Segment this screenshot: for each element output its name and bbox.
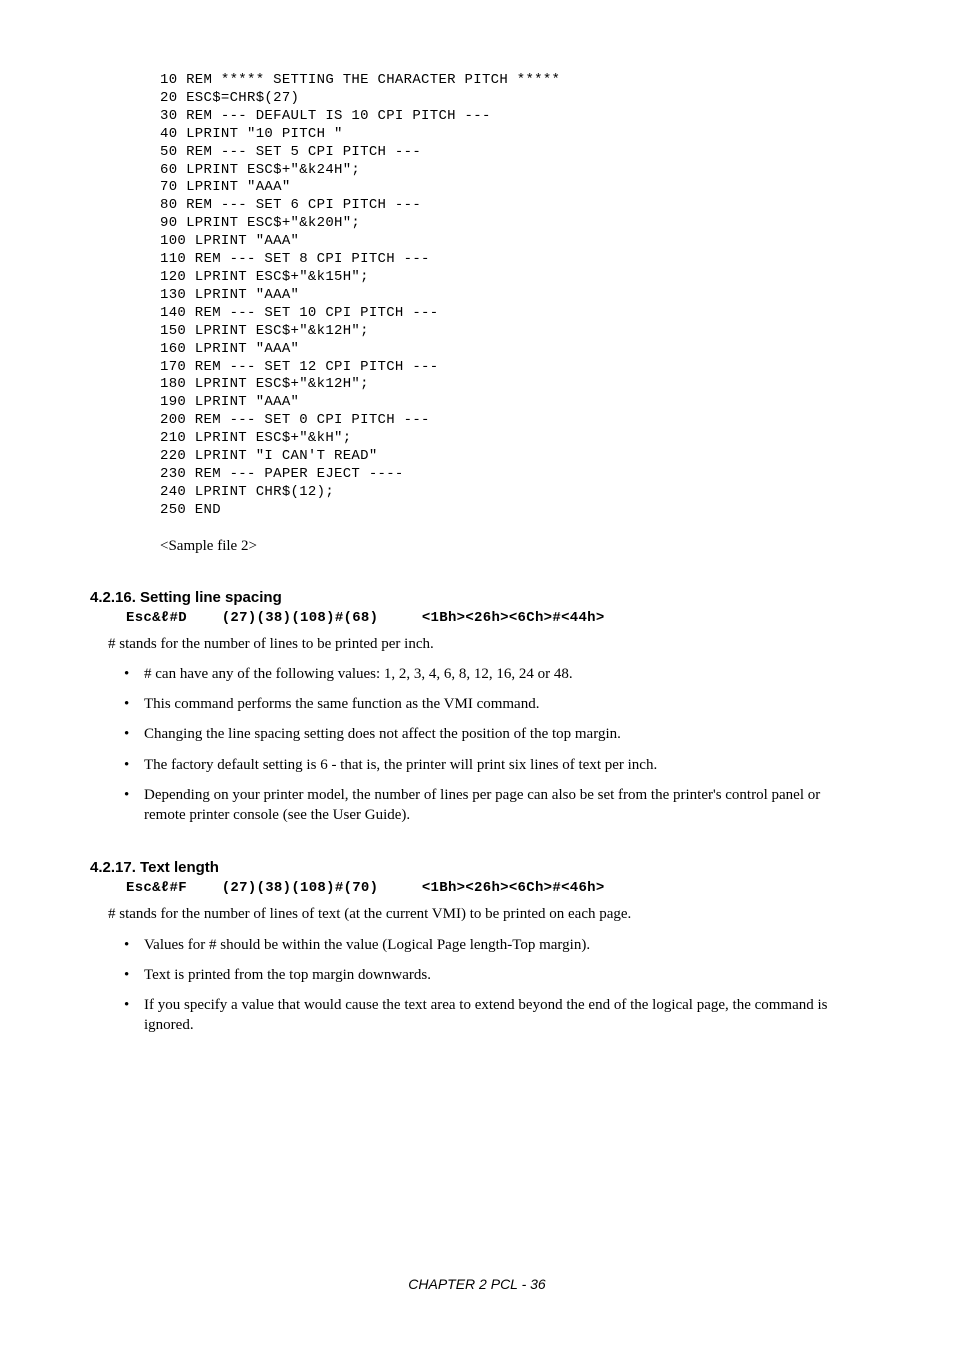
page-footer: CHAPTER 2 PCL - 36	[0, 1276, 954, 1292]
bullet-list: Values for # should be within the value …	[124, 935, 864, 1036]
section-title: Text length	[140, 859, 219, 876]
section-intro: # stands for the number of lines to be p…	[108, 634, 864, 654]
sample-note: <Sample file 2>	[160, 538, 864, 555]
section-heading: 4.2.16. Setting line spacing	[90, 589, 864, 606]
section-intro: # stands for the number of lines of text…	[108, 904, 864, 924]
escape-command: Esc&ℓ#D (27)(38)(108)#(68) <1Bh><26h><6C…	[126, 610, 864, 626]
list-item: Text is printed from the top margin down…	[124, 965, 864, 985]
page: 10 REM ***** SETTING THE CHARACTER PITCH…	[0, 0, 954, 1076]
list-item: This command performs the same function …	[124, 694, 864, 714]
section-number: 4.2.17.	[90, 859, 136, 876]
code-block: 10 REM ***** SETTING THE CHARACTER PITCH…	[160, 72, 864, 520]
list-item: Values for # should be within the value …	[124, 935, 864, 955]
section-title: Setting line spacing	[140, 589, 282, 606]
section-heading: 4.2.17. Text length	[90, 859, 864, 876]
section-number: 4.2.16.	[90, 589, 136, 606]
escape-command: Esc&ℓ#F (27)(38)(108)#(70) <1Bh><26h><6C…	[126, 880, 864, 896]
list-item: If you specify a value that would cause …	[124, 995, 864, 1036]
list-item: # can have any of the following values: …	[124, 664, 864, 684]
section-text-length: 4.2.17. Text length Esc&ℓ#F (27)(38)(108…	[90, 859, 864, 1035]
section-line-spacing: 4.2.16. Setting line spacing Esc&ℓ#D (27…	[90, 589, 864, 826]
list-item: Depending on your printer model, the num…	[124, 785, 864, 826]
bullet-list: # can have any of the following values: …	[124, 664, 864, 826]
list-item: The factory default setting is 6 - that …	[124, 755, 864, 775]
list-item: Changing the line spacing setting does n…	[124, 724, 864, 744]
